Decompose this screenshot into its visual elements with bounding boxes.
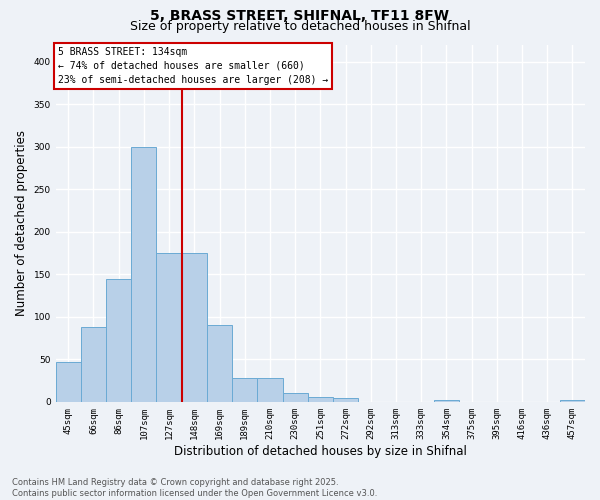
Bar [560, 400, 585, 402]
Bar [182, 253, 207, 402]
Text: 5, BRASS STREET, SHIFNAL, TF11 8FW: 5, BRASS STREET, SHIFNAL, TF11 8FW [151, 9, 449, 23]
Bar [81, 327, 106, 402]
Bar [106, 278, 131, 402]
Text: Size of property relative to detached houses in Shifnal: Size of property relative to detached ho… [130, 20, 470, 33]
Bar [308, 396, 333, 402]
Bar [232, 378, 257, 402]
Y-axis label: Number of detached properties: Number of detached properties [15, 130, 28, 316]
Bar [207, 326, 232, 402]
Text: Contains HM Land Registry data © Crown copyright and database right 2025.
Contai: Contains HM Land Registry data © Crown c… [12, 478, 377, 498]
Text: 5 BRASS STREET: 134sqm
← 74% of detached houses are smaller (660)
23% of semi-de: 5 BRASS STREET: 134sqm ← 74% of detached… [58, 47, 329, 85]
Bar [157, 253, 182, 402]
X-axis label: Distribution of detached houses by size in Shifnal: Distribution of detached houses by size … [174, 444, 467, 458]
Bar [283, 394, 308, 402]
Bar [257, 378, 283, 402]
Bar [434, 400, 459, 402]
Bar [56, 362, 81, 402]
Bar [131, 147, 157, 402]
Bar [333, 398, 358, 402]
